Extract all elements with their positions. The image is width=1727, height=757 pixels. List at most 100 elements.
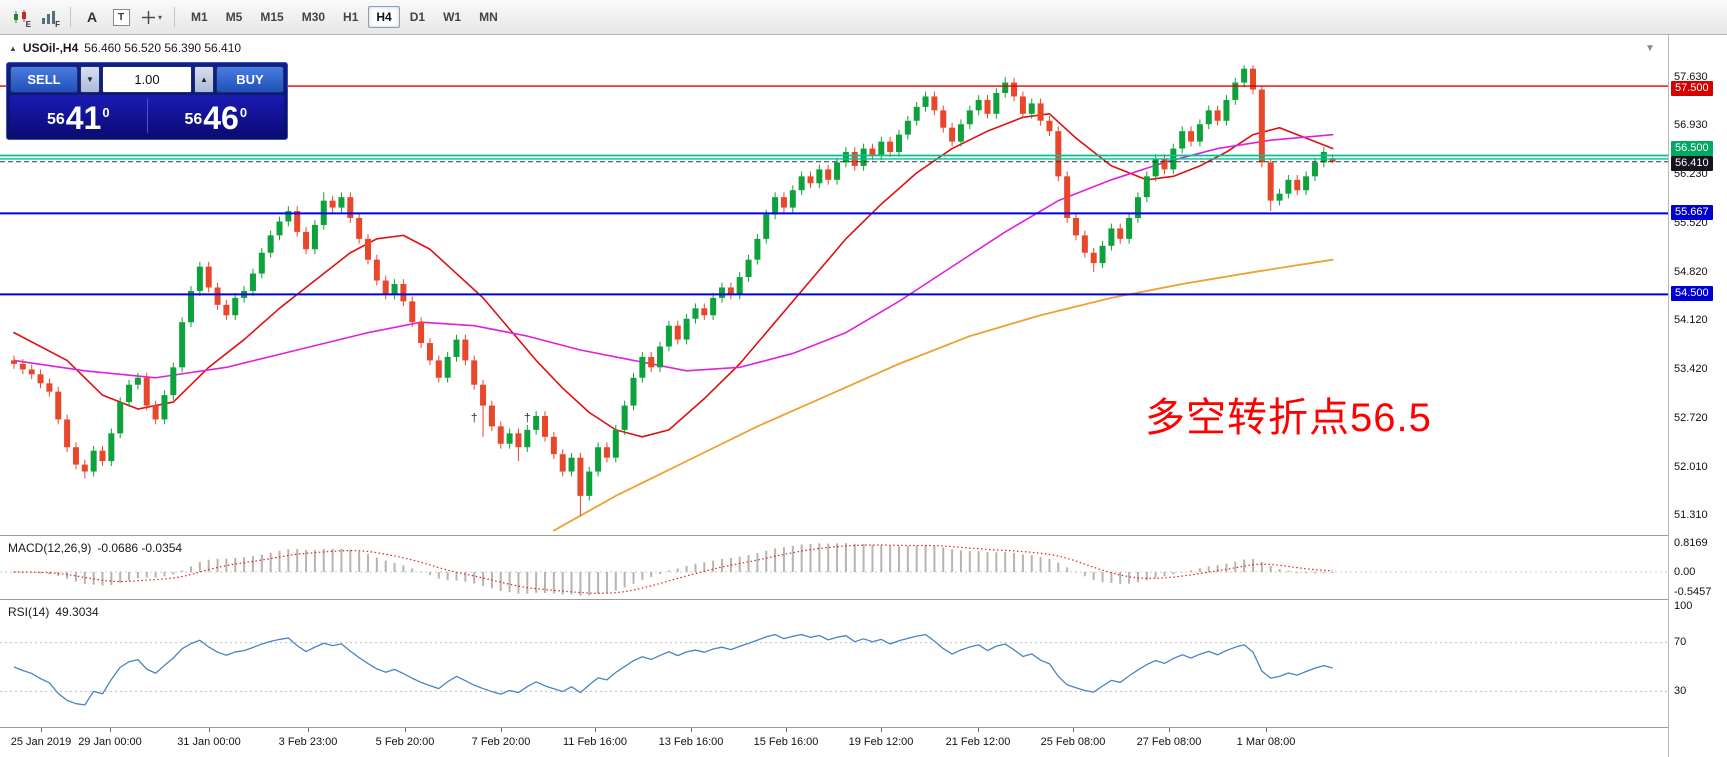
time-axis-label: 15 Feb 16:00 xyxy=(753,736,819,748)
chart-shift-marker-icon: ▼ xyxy=(1645,43,1655,54)
price-axis-tick: 57.630 xyxy=(1674,70,1708,83)
cursor-tool-button[interactable]: ▾ xyxy=(137,4,166,30)
chevron-down-icon: ▾ xyxy=(158,12,163,22)
time-axis-label: 21 Feb 12:00 xyxy=(945,736,1011,748)
buy-price-int: 56 xyxy=(184,111,203,128)
timeframe-group: M1 M5 M15 M30 H1 H4 D1 W1 MN xyxy=(183,6,506,28)
bar-chart-icon xyxy=(42,11,55,24)
sell-price-display[interactable]: 56 41 0 xyxy=(10,95,147,136)
buy-price-pips: 46 xyxy=(203,100,239,136)
time-axis-tick xyxy=(1266,728,1267,732)
macd-axis-tick: 0.8169 xyxy=(1674,537,1708,549)
panel-separator[interactable] xyxy=(0,535,1727,536)
sell-price-int: 56 xyxy=(46,111,65,128)
timeframe-button-D1[interactable]: D1 xyxy=(402,6,433,28)
time-axis[interactable]: 25 Jan 2019 29 Jan 00:00 31 Jan 00:00 3 Feb… xyxy=(0,728,1668,757)
time-axis-tick xyxy=(978,728,979,732)
macd-signal-line xyxy=(13,544,1333,594)
chart-object-marker[interactable]: † xyxy=(471,411,478,425)
price-axis-tick: 54.820 xyxy=(1674,265,1708,278)
crosshair-icon xyxy=(142,10,155,24)
text-tool-button[interactable]: T xyxy=(108,4,134,30)
timeframe-button-H1[interactable]: H1 xyxy=(335,6,366,28)
time-axis-label: 11 Feb 16:00 xyxy=(562,736,628,748)
price-axis-tick: 51.310 xyxy=(1674,509,1708,522)
time-axis-tick xyxy=(110,728,111,732)
macd-histogram xyxy=(13,543,1334,596)
price-axis[interactable]: 57.630 56.930 56.230 55.520 54.820 54.120 53.4… xyxy=(1668,35,1727,757)
macd-values: -0.0686 -0.0354 xyxy=(97,541,183,555)
volume-input[interactable] xyxy=(102,66,192,93)
one-click-toggle-icon[interactable]: ▲ xyxy=(9,43,17,53)
buy-price-point: 0 xyxy=(239,105,248,120)
timeframe-button-H4[interactable]: H4 xyxy=(368,6,400,28)
time-axis-label: 25 Jan 2019 xyxy=(10,736,72,748)
buy-button[interactable]: BUY xyxy=(216,66,284,93)
price-level-badge: 54.500 xyxy=(1671,286,1713,302)
price-axis-tick: 54.120 xyxy=(1674,314,1708,327)
volume-decrease-button[interactable]: ▼ xyxy=(80,66,100,93)
rsi-axis-tick: 70 xyxy=(1674,636,1687,649)
candlestick-icon xyxy=(14,10,26,23)
rsi-name: RSI(14) xyxy=(8,605,50,619)
timeframe-button-M5[interactable]: M5 xyxy=(218,6,251,28)
time-axis-tick xyxy=(595,728,596,732)
price-level-badge: 57.500 xyxy=(1671,81,1713,97)
candlestick-style-button[interactable]: E xyxy=(7,4,33,30)
ma-line-slow xyxy=(552,258,1334,532)
macd-axis-tick: 0.00 xyxy=(1674,565,1696,578)
time-axis-tick xyxy=(786,728,787,732)
panel-separator[interactable] xyxy=(0,599,1727,600)
time-axis-label: 25 Feb 08:00 xyxy=(1040,736,1106,748)
timeframe-button-M1[interactable]: M1 xyxy=(183,6,216,28)
sell-button[interactable]: SELL xyxy=(10,66,78,93)
text-label-button[interactable]: A xyxy=(79,4,105,30)
volume-increase-button[interactable]: ▲ xyxy=(194,66,214,93)
time-axis-label: 13 Feb 16:00 xyxy=(658,736,724,748)
rsi-label: RSI(14) 49.3034 xyxy=(8,605,99,619)
bar-style-button[interactable]: F xyxy=(36,4,62,30)
time-axis-tick xyxy=(691,728,692,732)
macd-label: MACD(12,26,9) -0.0686 -0.0354 xyxy=(8,541,182,555)
time-axis-tick xyxy=(41,728,42,732)
candlestick-style-badge: E xyxy=(25,20,31,29)
trade-controls-row: SELL ▼ ▲ BUY xyxy=(10,66,284,93)
price-level-badge: 56.410 xyxy=(1671,155,1713,171)
chart-ohlc-values: 56.460 56.520 56.390 56.410 xyxy=(84,41,242,55)
timeframe-button-W1[interactable]: W1 xyxy=(435,6,469,28)
macd-indicator[interactable] xyxy=(0,536,1668,600)
panel-separator xyxy=(0,727,1727,728)
buy-price-display[interactable]: 56 46 0 xyxy=(148,95,285,136)
timeframe-button-M30[interactable]: M30 xyxy=(294,6,333,28)
rsi-axis-tick: 30 xyxy=(1674,684,1687,697)
time-axis-label: 1 Mar 08:00 xyxy=(1236,736,1296,748)
price-axis-tick: 55.520 xyxy=(1674,217,1708,230)
time-axis-tick xyxy=(881,728,882,732)
rsi-value: 49.3034 xyxy=(55,605,99,619)
timeframe-button-MN[interactable]: MN xyxy=(471,6,506,28)
price-axis-tick: 52.010 xyxy=(1674,460,1708,473)
sell-price-point: 0 xyxy=(102,105,110,120)
macd-axis-tick: -0.5457 xyxy=(1674,586,1712,599)
chevron-down-icon: ▼ xyxy=(86,75,94,84)
price-divider xyxy=(146,98,148,133)
time-axis-label: 7 Feb 20:00 xyxy=(471,736,531,748)
price-axis-tick: 56.230 xyxy=(1674,167,1708,180)
time-axis-tick xyxy=(209,728,210,732)
time-axis-tick xyxy=(1073,728,1074,732)
toolbar-separator xyxy=(70,7,71,27)
time-axis-tick xyxy=(308,728,309,732)
time-axis-tick xyxy=(405,728,406,732)
rsi-line xyxy=(13,633,1333,706)
price-axis-tick: 53.420 xyxy=(1674,362,1708,375)
time-axis-label: 31 Jan 00:00 xyxy=(177,736,241,748)
chart-header: ▲ USOil-,H4 56.460 56.520 56.390 56.410 xyxy=(9,41,241,55)
price-axis-tick: 52.720 xyxy=(1674,411,1708,424)
rsi-indicator[interactable] xyxy=(0,600,1668,728)
chart-object-marker[interactable]: † xyxy=(524,411,531,425)
text-tool-icon: T xyxy=(112,8,130,26)
text-label-icon: A xyxy=(86,9,98,25)
price-level-badge: 56.500 xyxy=(1671,141,1713,157)
timeframe-button-M15[interactable]: M15 xyxy=(252,6,291,28)
